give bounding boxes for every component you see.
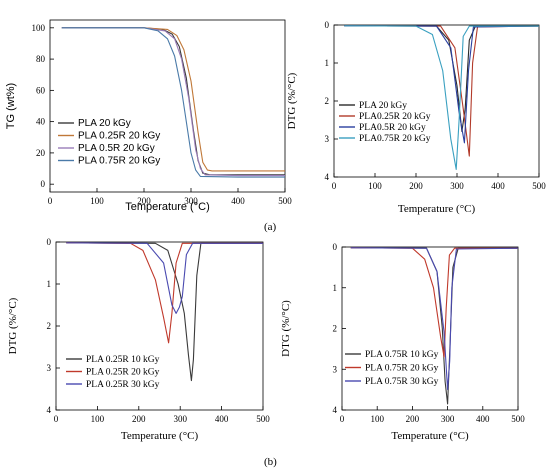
y-tick-label: 2 <box>325 96 330 106</box>
x-tick-label: 200 <box>409 181 423 191</box>
y-axis-label: DTG (%/°C) <box>286 72 298 129</box>
legend-label: PLA 0.75R 30 kGy <box>365 377 439 387</box>
y-tick-label: 0 <box>41 179 46 189</box>
legend-label: PLA 0.5R 20 kGy <box>78 143 155 154</box>
legend-label: PLA 0.25R 20 kGy <box>78 131 160 142</box>
x-tick-label: 400 <box>476 414 490 424</box>
x-tick-label: 500 <box>511 414 525 424</box>
series-line-3 <box>66 242 263 314</box>
x-tick-label: 100 <box>90 196 104 206</box>
legend-label: PLA 0.25R 10 kGy <box>86 355 160 365</box>
legend-label: PLA 0.75R 20 kGy <box>78 156 160 167</box>
legend-label: PLA 20 kGy <box>359 101 407 111</box>
y-tick-label: 3 <box>325 134 330 144</box>
y-axis-label: DTG (%/°C) <box>7 297 19 354</box>
y-tick-label: 80 <box>36 54 46 64</box>
y-tick-label: 100 <box>32 23 46 33</box>
series-line-2 <box>61 27 285 172</box>
chart-dtg-b-right: 0 100 200 300 400 500 0 1 2 3 4 Temperature (°C) DTG… <box>280 242 525 442</box>
legend-label: PLA0.75R 20 kGy <box>359 134 431 144</box>
legend-label: PLA0.25R 20 kGy <box>359 112 431 122</box>
x-tick-label: 300 <box>441 414 455 424</box>
series-line-3 <box>350 247 519 391</box>
series-line-1 <box>66 242 263 382</box>
x-tick-label: 400 <box>215 414 229 424</box>
series-line-2 <box>350 247 518 358</box>
series-line-2 <box>344 25 540 157</box>
x-axis-label: Temperature (°C) <box>125 201 209 213</box>
y-tick-label: 4 <box>333 405 338 415</box>
x-tick-label: 0 <box>332 181 337 191</box>
series-line-3 <box>344 25 540 144</box>
chart-dtg-a: 0 100 200 300 400 500 0 1 2 3 4 Temperature (°C) DTG… <box>286 20 546 215</box>
x-tick-label: 100 <box>91 414 105 424</box>
legend-label: PLA 0.75R 10 kGy <box>365 350 439 360</box>
x-tick-label: 100 <box>370 414 384 424</box>
x-tick-label: 300 <box>184 196 198 206</box>
legend-label: PLA0.5R 20 kGy <box>359 123 426 133</box>
y-tick-label: 3 <box>333 364 338 374</box>
y-tick-label: 1 <box>333 283 338 293</box>
series-line-4 <box>344 25 539 170</box>
y-tick-label: 0 <box>333 242 338 252</box>
caption-b: (b) <box>264 456 277 468</box>
x-tick-label: 400 <box>231 196 245 206</box>
x-tick-label: 500 <box>256 414 270 424</box>
y-tick-label: 60 <box>36 85 46 95</box>
x-tick-label: 200 <box>132 414 146 424</box>
y-tick-label: 3 <box>47 363 52 373</box>
x-tick-label: 100 <box>368 181 382 191</box>
legend-label: PLA 0.25R 30 kGy <box>86 380 160 390</box>
x-tick-label: 0 <box>54 414 59 424</box>
y-tick-label: 1 <box>47 279 52 289</box>
x-tick-label: 400 <box>491 181 505 191</box>
x-axis-label: Temperature (°C) <box>391 430 469 442</box>
legend-label: PLA 20 kGy <box>78 118 131 129</box>
y-tick-label: 2 <box>333 324 338 334</box>
x-tick-label: 300 <box>450 181 464 191</box>
x-tick-label: 0 <box>340 414 345 424</box>
x-tick-label: 200 <box>406 414 420 424</box>
y-tick-label: 1 <box>325 58 330 68</box>
x-axis-label: Temperature (°C) <box>121 430 199 442</box>
legend-label: PLA 0.75R 20 kGy <box>365 364 439 374</box>
y-axis-label: TG (wt%) <box>5 83 17 129</box>
y-tick-label: 20 <box>36 148 46 158</box>
x-tick-label: 0 <box>48 196 53 206</box>
plot-frame <box>49 19 286 193</box>
x-tick-label: 300 <box>173 414 187 424</box>
y-tick-label: 4 <box>47 405 52 415</box>
chart-tg-a: 0 100 200 300 400 500 0 20 40 60 80 100 Temperature … <box>5 19 292 213</box>
caption-a: (a) <box>264 221 277 233</box>
x-tick-label: 500 <box>278 196 292 206</box>
y-tick-label: 4 <box>325 172 330 182</box>
series-line-2 <box>66 242 263 344</box>
y-tick-label: 40 <box>36 117 46 127</box>
x-tick-label: 500 <box>532 181 546 191</box>
chart-dtg-b-left: 0 100 200 300 400 500 0 1 2 3 4 Temperature (°C) DTG… <box>7 237 270 442</box>
y-tick-label: 0 <box>325 20 330 30</box>
y-tick-label: 0 <box>47 237 52 247</box>
x-axis-label: Temperature (°C) <box>398 203 476 215</box>
legend-label: PLA 0.25R 20 kGy <box>86 368 160 378</box>
series-line-3 <box>61 27 285 177</box>
series-line-4 <box>61 27 285 178</box>
y-axis-label: DTG (%/°C) <box>280 300 292 357</box>
y-tick-label: 2 <box>47 321 52 331</box>
x-tick-label: 200 <box>137 196 151 206</box>
